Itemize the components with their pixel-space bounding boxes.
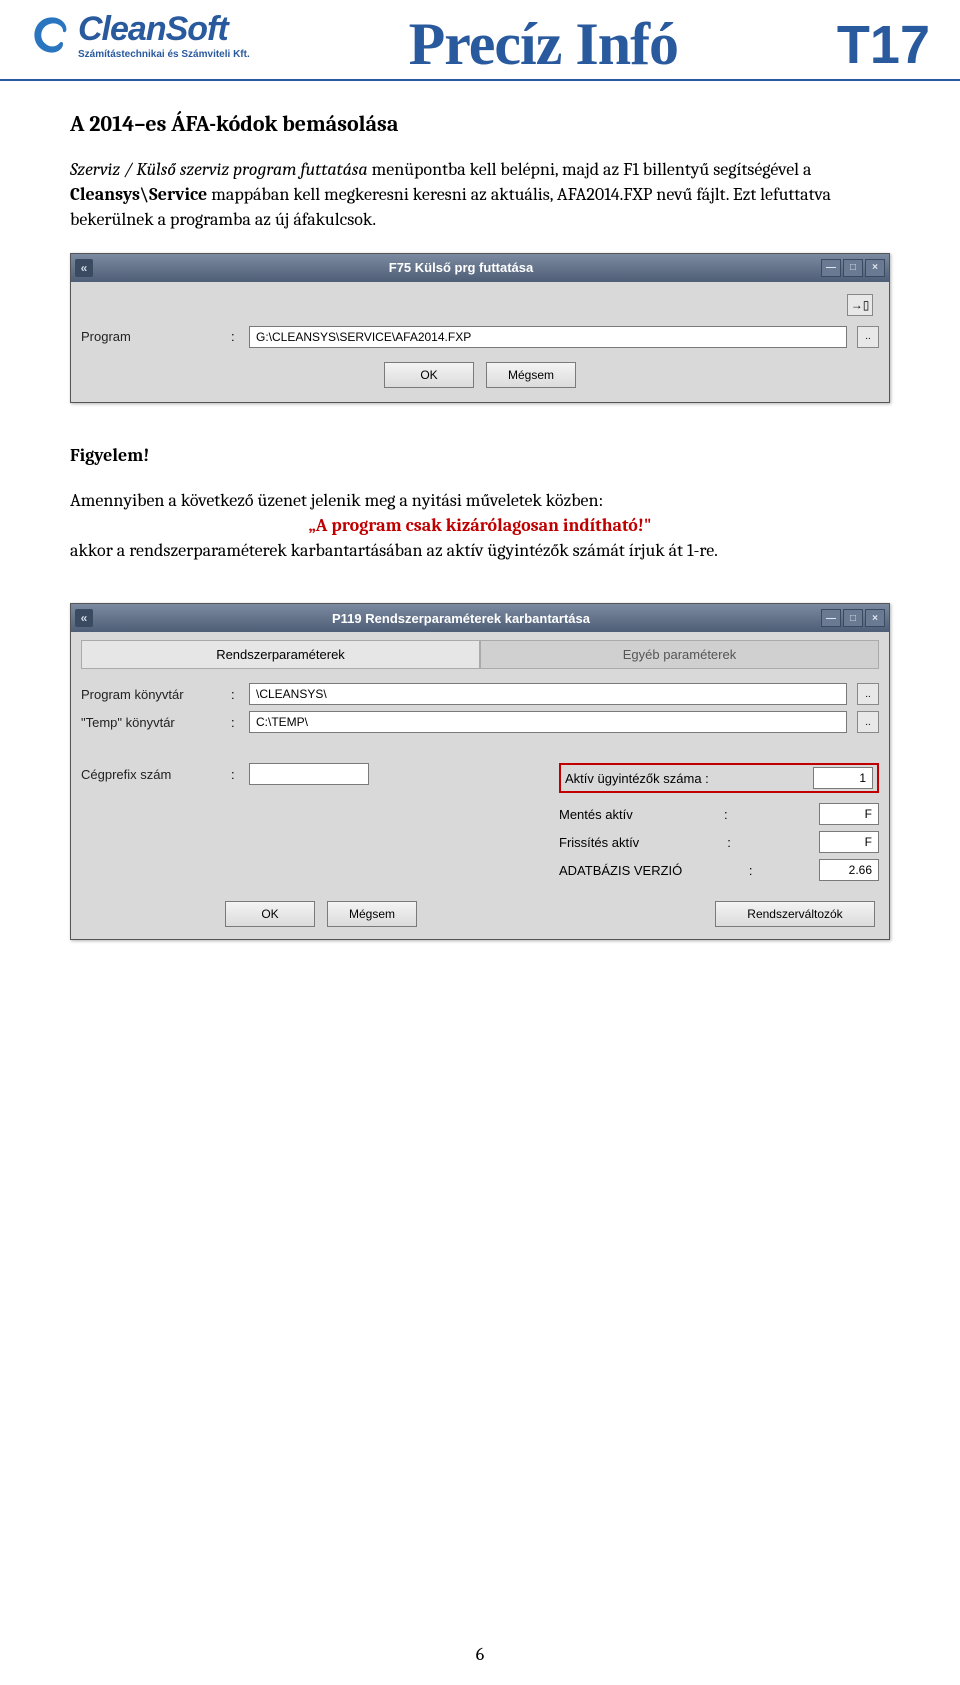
sysvars-button[interactable]: Rendszerváltozók <box>715 901 875 927</box>
window-icon: « <box>75 609 93 627</box>
temp-dir-input[interactable] <box>249 711 847 733</box>
active-users-input[interactable] <box>813 767 873 789</box>
page-header: CleanSoft Számítástechnikai és Számvitel… <box>0 0 960 81</box>
save-active-input[interactable] <box>819 803 879 825</box>
logo: CleanSoft Számítástechnikai és Számvitel… <box>30 10 250 60</box>
screenshot-f75-window: « F75 Külső prg futtatása — □ × →▯ Progr… <box>70 253 890 403</box>
db-version-label: ADATBÁZIS VERZIÓ <box>559 863 682 878</box>
content-area: A 2014–es ÁFA-kódok bemásolása Szerviz /… <box>0 81 960 940</box>
intro-paragraph: Szerviz / Külső szerviz program futtatás… <box>70 157 890 233</box>
attention-heading: Figyelem! <box>70 443 890 468</box>
attention-text-1: Amennyiben a következő üzenet jelenik me… <box>70 490 603 511</box>
page-title: Precíz Infó <box>409 10 678 79</box>
tabs: Rendszerparaméterek Egyéb paraméterek <box>81 640 879 669</box>
arrow-icon[interactable]: →▯ <box>847 294 873 316</box>
logo-icon <box>30 13 74 57</box>
screenshot-p119-window: « P119 Rendszerparaméterek karbantartása… <box>70 603 890 940</box>
browse-button[interactable]: .. <box>857 326 879 348</box>
program-dir-input[interactable] <box>249 683 847 705</box>
warning-message: „A program csak kizárólagosan indítható!… <box>70 513 890 538</box>
colon: : <box>231 329 239 344</box>
program-dir-label: Program könyvtár <box>81 687 221 702</box>
browse-button[interactable]: .. <box>857 683 879 705</box>
cancel-button[interactable]: Mégsem <box>486 362 576 388</box>
close-icon[interactable]: × <box>865 259 885 277</box>
titlebar: « F75 Külső prg futtatása — □ × <box>71 254 889 282</box>
browse-button[interactable]: .. <box>857 711 879 733</box>
program-label: Program <box>81 329 221 344</box>
ok-button[interactable]: OK <box>225 901 315 927</box>
cegprefix-input[interactable] <box>249 763 369 785</box>
close-icon[interactable]: × <box>865 609 885 627</box>
program-input[interactable] <box>249 326 847 348</box>
titlebar: « P119 Rendszerparaméterek karbantartása… <box>71 604 889 632</box>
tab-other-params[interactable]: Egyéb paraméterek <box>480 640 879 668</box>
cancel-button[interactable]: Mégsem <box>327 901 417 927</box>
attention-paragraph: Amennyiben a következő üzenet jelenik me… <box>70 488 890 564</box>
save-active-label: Mentés aktív <box>559 807 633 822</box>
maximize-icon[interactable]: □ <box>843 609 863 627</box>
intro-text-1: menüpontba kell belépni, majd az F1 bill… <box>368 159 812 180</box>
maximize-icon[interactable]: □ <box>843 259 863 277</box>
page-number: 6 <box>0 1644 960 1665</box>
active-users-label: Aktív ügyintézők száma : <box>565 771 709 786</box>
db-version-input[interactable] <box>819 859 879 881</box>
window-icon: « <box>75 259 93 277</box>
window-title: F75 Külső prg futtatása <box>101 260 821 275</box>
window-title: P119 Rendszerparaméterek karbantartása <box>101 611 821 626</box>
page-code: T17 <box>837 10 940 76</box>
toolbar: →▯ <box>81 290 879 320</box>
cegprefix-label: Cégprefix szám <box>81 767 221 782</box>
temp-dir-label: "Temp" könyvtár <box>81 715 221 730</box>
folder-name: Cleansys\Service <box>70 184 207 205</box>
section-heading: A 2014–es ÁFA-kódok bemásolása <box>70 111 890 137</box>
attention-text-2: akkor a rendszerparaméterek karbantartás… <box>70 540 718 561</box>
update-active-label: Frissítés aktív <box>559 835 639 850</box>
logo-sub-text: Számítástechnikai és Számviteli Kft. <box>78 49 250 60</box>
logo-main-text: CleanSoft <box>78 10 250 49</box>
menu-path: Szerviz / Külső szerviz program futtatás… <box>70 159 368 180</box>
update-active-input[interactable] <box>819 831 879 853</box>
minimize-icon[interactable]: — <box>821 259 841 277</box>
minimize-icon[interactable]: — <box>821 609 841 627</box>
tab-system-params[interactable]: Rendszerparaméterek <box>81 640 480 668</box>
active-users-row: Aktív ügyintézők száma : <box>559 763 879 793</box>
ok-button[interactable]: OK <box>384 362 474 388</box>
